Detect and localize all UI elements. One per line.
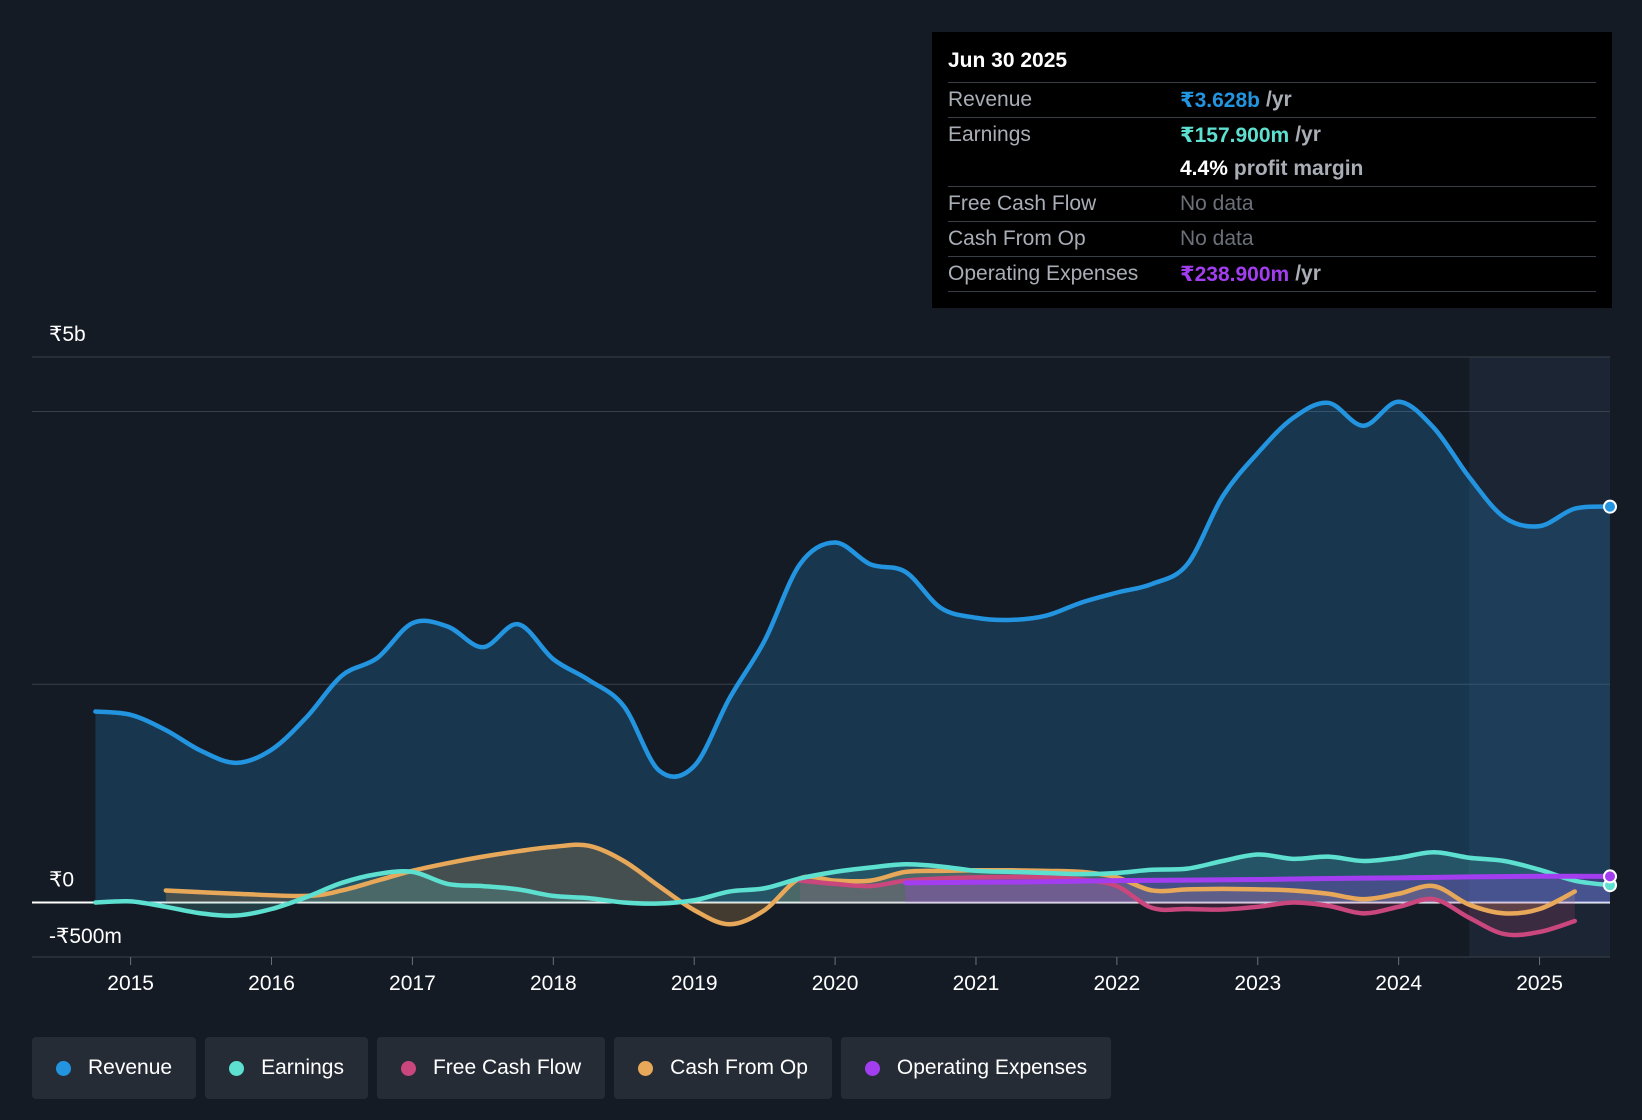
legend-item-earnings[interactable]: Earnings <box>205 1037 368 1099</box>
legend-dot-icon <box>229 1060 245 1076</box>
tooltip-value: No data <box>1180 192 1254 215</box>
tooltip-label: Cash From Op <box>948 227 1086 250</box>
tooltip-row-margin: 4.4% profit margin <box>948 152 1596 186</box>
tooltip-row-revenue: Revenue ₹3.628b /yr <box>948 82 1596 117</box>
series-areas <box>95 401 1611 936</box>
tooltip-label: Revenue <box>948 88 1033 111</box>
tooltip-unit: /yr <box>1266 88 1292 111</box>
tooltip-unit: /yr <box>1295 123 1321 146</box>
y-tick-label: ₹0 <box>49 868 74 891</box>
tooltip-value: ₹157.900m <box>1180 123 1290 147</box>
revenue-end-marker <box>1603 499 1617 514</box>
tooltip-label: Operating Expenses <box>948 262 1139 285</box>
tooltip-label: Earnings <box>948 123 1031 146</box>
legend-dot-icon <box>400 1060 416 1076</box>
x-tick-label: 2024 <box>1375 972 1422 995</box>
revenue-area <box>95 401 1611 903</box>
free-cash-flow-area <box>799 876 1575 936</box>
tooltip-unit: profit margin <box>1233 157 1364 180</box>
tooltip-panel: Jun 30 2025 Revenue ₹3.628b /yr Earnings… <box>932 32 1612 308</box>
x-tick-label: 2022 <box>1094 972 1141 995</box>
x-tick-label: 2019 <box>671 972 718 995</box>
operating-expenses-line <box>903 873 1613 886</box>
grid-layer <box>32 356 1610 958</box>
x-tick-label: 2015 <box>107 972 154 995</box>
legend-label: Free Cash Flow <box>432 1056 582 1079</box>
legend-label: Cash From Op <box>670 1056 808 1079</box>
tooltip-row-fcf: Free Cash Flow No data <box>948 186 1596 221</box>
x-tick-label: 2023 <box>1234 972 1281 995</box>
legend-item-revenue[interactable]: Revenue <box>32 1037 197 1099</box>
cash-from-op-line <box>163 842 1578 927</box>
series-lines <box>93 399 1617 938</box>
y-tick-label: -₹500m <box>49 925 122 948</box>
legend-label: Earnings <box>261 1056 344 1079</box>
tooltip-row-earnings: Earnings ₹157.900m /yr <box>948 117 1596 152</box>
x-tick-label: 2016 <box>248 972 295 995</box>
y-tick-label: ₹5b <box>49 323 86 346</box>
tooltip-label: Free Cash Flow <box>948 192 1097 215</box>
x-tick-label: 2025 <box>1516 972 1563 995</box>
tooltip-value: ₹238.900m <box>1180 262 1290 286</box>
legend-label: Revenue <box>88 1056 173 1079</box>
tooltip-value: ₹3.628b <box>1180 88 1260 112</box>
legend-item-operating-expenses[interactable]: Operating Expenses <box>840 1037 1112 1099</box>
x-tick-label: 2020 <box>812 972 859 995</box>
recent-period-band <box>1469 357 1610 957</box>
legend: Revenue Earnings Free Cash Flow Cash Fro… <box>32 1037 1112 1099</box>
legend-dot-icon <box>864 1060 880 1076</box>
tooltip-unit: /yr <box>1295 262 1321 285</box>
tooltip-value: No data <box>1180 227 1254 250</box>
legend-item-free-cash-flow[interactable]: Free Cash Flow <box>376 1037 606 1099</box>
legend-dot-icon <box>56 1060 71 1076</box>
x-tick-label: 2017 <box>389 972 436 995</box>
axis-layer: ₹5b ₹0 -₹500m 2015 2016 2017 2018 2019 2020 2021 2… <box>49 323 1563 995</box>
revenue-line <box>93 399 1613 779</box>
legend-dot-icon <box>638 1060 654 1076</box>
tooltip-value: 4.4% <box>1180 157 1228 180</box>
tooltip-row-cfo: Cash From Op No data <box>948 221 1596 256</box>
legend-label: Operating Expenses <box>896 1056 1088 1079</box>
x-tick-label: 2021 <box>953 972 1000 995</box>
free-cash-flow-line <box>797 874 1578 938</box>
legend-item-cash-from-op[interactable]: Cash From Op <box>614 1037 832 1099</box>
operating-expenses-end-marker <box>1603 869 1617 884</box>
x-tick-label: 2018 <box>530 972 577 995</box>
earnings-line <box>93 850 1613 918</box>
tooltip-date: Jun 30 2025 <box>948 49 1068 72</box>
tooltip-row-opex: Operating Expenses ₹238.900m /yr <box>948 256 1596 292</box>
